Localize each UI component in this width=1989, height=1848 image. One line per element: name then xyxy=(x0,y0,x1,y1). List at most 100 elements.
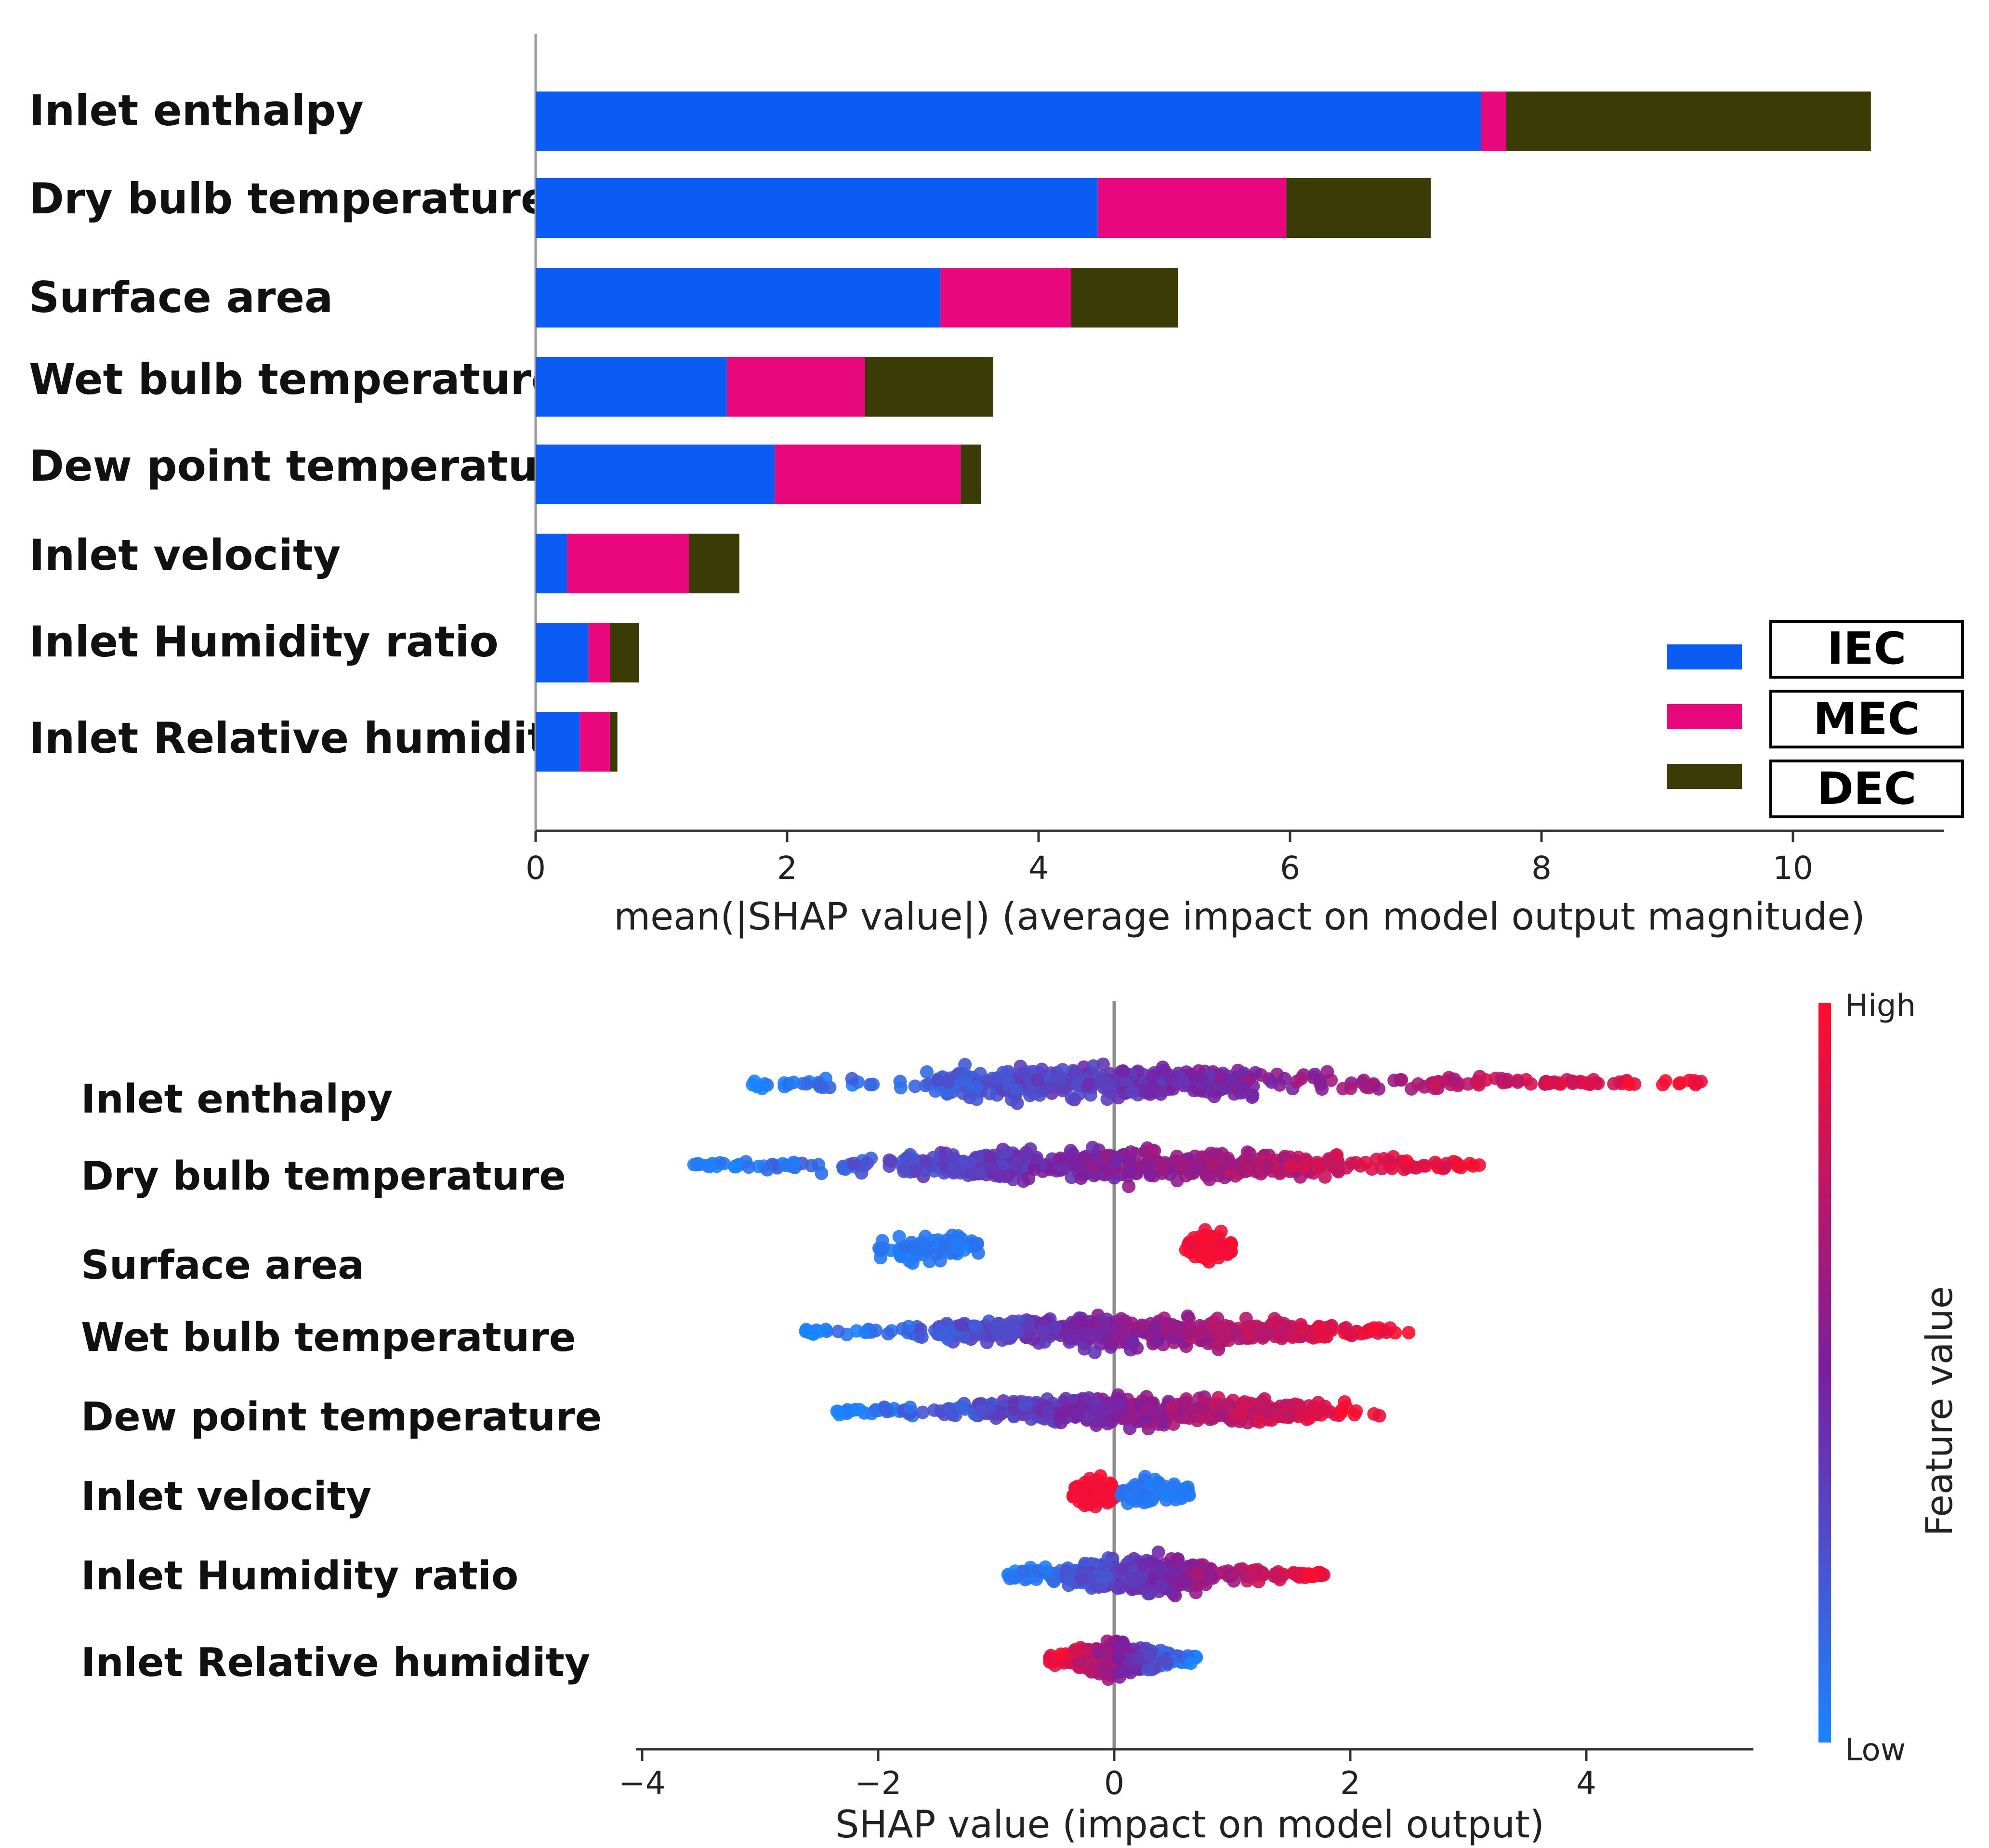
swarm-point xyxy=(1394,1073,1408,1087)
swarm-feature-label: Dry bulb temperature xyxy=(81,1153,566,1199)
swarm-point xyxy=(1146,1080,1159,1094)
swarm-point xyxy=(1021,1319,1035,1333)
swarm-point xyxy=(1565,1074,1579,1088)
swarm-feature-label: Inlet Humidity ratio xyxy=(81,1553,518,1599)
swarm-point xyxy=(1068,1644,1082,1658)
bar-tick-label: 4 xyxy=(1028,850,1049,887)
swarm-point xyxy=(1581,1077,1594,1091)
swarm-point xyxy=(831,1324,845,1338)
swarm-point xyxy=(1130,1488,1144,1502)
swarm-point xyxy=(975,1404,988,1418)
swarm-point xyxy=(1011,1154,1025,1168)
bar-segment-iec xyxy=(536,268,941,328)
bar-segment-mec xyxy=(588,623,610,682)
swarm-point xyxy=(1207,1089,1221,1103)
swarm-point xyxy=(1195,1233,1209,1247)
bar-segment-dec xyxy=(610,712,618,772)
swarm-point xyxy=(1298,1160,1312,1174)
swarm-point xyxy=(1017,1398,1031,1412)
swarm-point xyxy=(1183,1322,1197,1336)
bar-feature-label: Dry bulb temperature xyxy=(29,174,550,223)
bar-feature-label: Wet bulb temperature xyxy=(29,354,560,404)
swarm-point xyxy=(1120,1664,1134,1678)
swarm-point xyxy=(1302,1567,1316,1581)
swarm-point xyxy=(1320,1065,1334,1079)
swarm-point xyxy=(980,1336,994,1350)
bar-segment-dec xyxy=(961,445,981,504)
swarm-point xyxy=(1331,1165,1345,1179)
swarm-point xyxy=(990,1324,1004,1338)
swarm-point xyxy=(760,1163,774,1177)
swarm-point xyxy=(1010,1083,1024,1097)
swarm-point xyxy=(1694,1075,1708,1088)
swarm-feature-label: Inlet velocity xyxy=(81,1474,371,1520)
swarm-point xyxy=(1151,1333,1165,1347)
swarm-point xyxy=(920,1065,934,1079)
swarm-point xyxy=(1121,1652,1135,1666)
bar-segment-mec xyxy=(726,357,865,417)
swarm-point xyxy=(1138,1403,1152,1417)
bar-segment-dec xyxy=(1506,92,1871,151)
bar-segment-mec xyxy=(940,268,1071,328)
swarm-point xyxy=(1402,1325,1416,1339)
swarm-point xyxy=(1282,1409,1296,1423)
swarm-point xyxy=(1048,1320,1062,1334)
bar-segment-dec xyxy=(1286,178,1431,238)
swarm-point xyxy=(1092,1646,1106,1660)
swarm-point xyxy=(1249,1566,1263,1580)
swarm-point xyxy=(1001,1074,1015,1088)
swarm-point xyxy=(1454,1161,1468,1175)
swarm-point xyxy=(1036,1325,1050,1338)
swarm-point xyxy=(1307,1400,1321,1414)
swarm-point xyxy=(1315,1082,1329,1096)
swarm-point xyxy=(1016,1066,1030,1080)
swarm-point xyxy=(1207,1317,1221,1331)
swarm-point xyxy=(1119,1412,1132,1426)
swarm-point xyxy=(1096,1403,1110,1417)
swarm-point xyxy=(729,1160,743,1174)
swarm-point xyxy=(1027,1163,1041,1176)
swarm-point xyxy=(1019,1146,1033,1160)
colorbar: High Low Feature value xyxy=(1818,988,1961,1768)
swarm-point xyxy=(1035,1062,1049,1076)
swarm-point xyxy=(1030,1074,1044,1088)
legend-swatch-mec xyxy=(1667,704,1742,729)
swarm-point xyxy=(876,1241,890,1255)
swarm-point xyxy=(1148,1320,1162,1334)
swarm-point xyxy=(1160,1320,1174,1334)
bar-segment-mec xyxy=(580,712,610,772)
swarm-point xyxy=(1115,1636,1129,1650)
swarm-point xyxy=(1126,1335,1140,1349)
swarm-point xyxy=(950,1164,964,1178)
swarm-point xyxy=(1075,1572,1089,1586)
swarm-point xyxy=(908,1164,922,1178)
swarm-point xyxy=(866,1077,880,1091)
bar-segment-iec xyxy=(536,534,567,593)
swarm-point xyxy=(1044,1080,1057,1094)
legend-box-dec xyxy=(1769,760,1964,818)
swarm-x-axis-label: SHAP value (impact on model output) xyxy=(835,1803,1544,1847)
swarm-point xyxy=(917,1239,931,1253)
swarm-point xyxy=(1186,1166,1200,1180)
bar-tick-label: 6 xyxy=(1280,850,1300,887)
swarm-point xyxy=(1622,1077,1636,1091)
swarm-point xyxy=(1191,1568,1204,1582)
bar-tick-label: 2 xyxy=(777,850,797,887)
swarm-point xyxy=(884,1154,898,1168)
swarm-point xyxy=(1267,1402,1281,1416)
bar-segment-iec xyxy=(536,623,589,682)
swarm-point xyxy=(1054,1647,1068,1661)
swarm-point xyxy=(1047,1574,1061,1588)
swarm-point xyxy=(1103,1485,1117,1499)
swarm-point xyxy=(1438,1161,1452,1175)
swarm-point xyxy=(786,1160,799,1174)
colorbar-high-label: High xyxy=(1845,988,1916,1024)
swarm-point xyxy=(1222,1154,1236,1168)
swarm-point xyxy=(1111,1651,1125,1665)
swarm-point xyxy=(1177,1075,1191,1089)
swarm-point xyxy=(1151,1545,1165,1559)
swarm-point xyxy=(1137,1558,1151,1572)
swarm-point xyxy=(1197,1402,1211,1415)
swarm-tick-label: 0 xyxy=(1104,1765,1124,1802)
swarm-point xyxy=(748,1075,762,1088)
